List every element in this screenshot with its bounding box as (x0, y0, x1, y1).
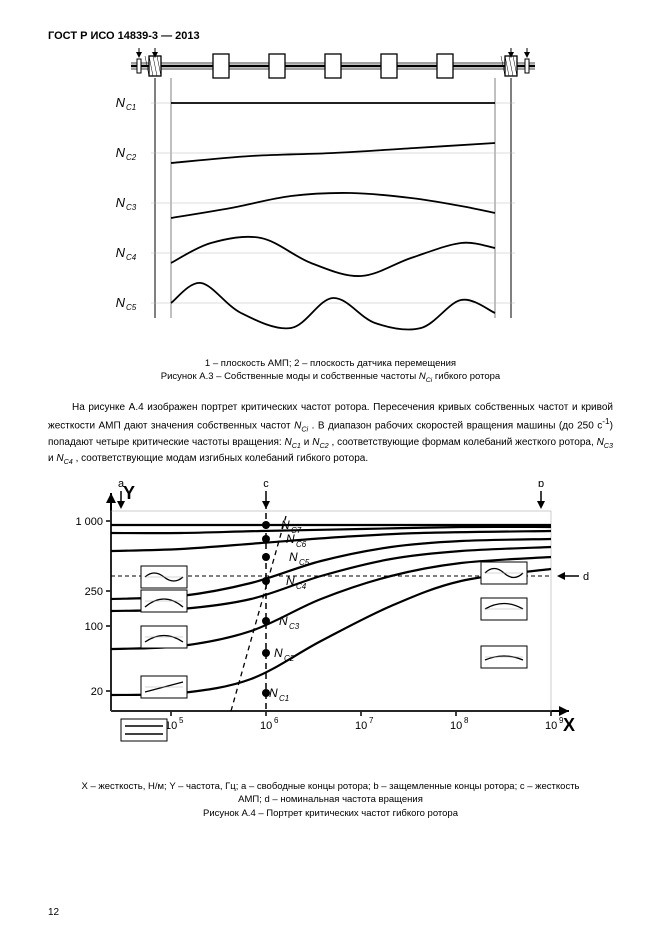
svg-text:N: N (286, 532, 295, 546)
para-n2s: C1 (292, 441, 301, 450)
svg-text:N: N (115, 145, 125, 160)
fig-a4-caption-2: Рисунок А.4 – Портрет критических частот… (203, 808, 458, 819)
svg-text:1 000: 1 000 (75, 516, 103, 528)
svg-text:C4: C4 (296, 582, 307, 591)
para-t7: , соответствующие модам изгибных колебан… (76, 453, 369, 464)
svg-text:250: 250 (84, 586, 102, 598)
para-t5: , соответствующие формам колебаний жестк… (331, 437, 596, 448)
svg-text:C6: C6 (296, 540, 307, 549)
svg-text:C5: C5 (126, 303, 137, 312)
svg-text:Y: Y (123, 483, 135, 503)
svg-text:X: X (563, 715, 575, 735)
svg-text:b: b (537, 481, 543, 490)
para-t4: и (304, 437, 312, 448)
svg-text:10: 10 (355, 720, 367, 732)
svg-text:7: 7 (369, 716, 374, 725)
svg-text:9: 9 (559, 716, 564, 725)
para-n5: N (56, 453, 63, 464)
svg-text:a: a (117, 481, 124, 490)
svg-text:C2: C2 (126, 153, 137, 162)
figure-a4: YX1 00025010020105106107108109NC7NC6NC5N… (61, 481, 601, 820)
svg-text:8: 8 (464, 716, 469, 725)
svg-text:100: 100 (84, 621, 102, 633)
svg-text:C2: C2 (284, 654, 295, 663)
body-paragraph: На рисунке А.4 изображен портрет критиче… (48, 400, 613, 467)
fig-a3-caption-2a: Рисунок А.3 – Собственные моды и собстве… (161, 371, 419, 382)
svg-text:N: N (115, 295, 125, 310)
para-n3s: C2 (319, 441, 328, 450)
para-n4s: C3 (604, 441, 613, 450)
svg-text:C5: C5 (299, 558, 310, 567)
svg-text:10: 10 (450, 720, 462, 732)
para-n2: N (284, 437, 291, 448)
fig-a3-caption-2b: гибкого ротора (432, 371, 500, 382)
svg-text:N: N (115, 245, 125, 260)
svg-text:C1: C1 (279, 694, 289, 703)
para-t2: . В диапазон рабочих скоростей вращения … (312, 421, 603, 432)
fig-a3-caption-n: N (419, 371, 426, 382)
svg-text:N: N (274, 646, 283, 660)
page: ГОСТ Р ИСО 14839-3 — 2013 2112NC1NC2NC3N… (0, 0, 661, 936)
svg-text:C4: C4 (126, 253, 137, 262)
svg-text:C3: C3 (126, 203, 137, 212)
para-n4: N (597, 437, 604, 448)
svg-text:N: N (279, 614, 288, 628)
figure-a3-svg: 2112NC1NC2NC3NC4NC5 (91, 48, 571, 348)
svg-text:6: 6 (274, 716, 279, 725)
fig-a4-caption-1: X – жесткость, Н/м; Y – частота, Гц; a –… (82, 781, 580, 805)
svg-text:N: N (269, 686, 278, 700)
svg-text:C1: C1 (126, 103, 136, 112)
figure-a3: 2112NC1NC2NC3NC4NC5 1 – плоскость АМП; 2… (91, 48, 571, 386)
svg-text:10: 10 (545, 720, 557, 732)
page-number: 12 (48, 907, 59, 918)
svg-text:N: N (115, 195, 125, 210)
svg-text:20: 20 (90, 686, 102, 698)
figure-a4-svg: YX1 00025010020105106107108109NC7NC6NC5N… (61, 481, 601, 771)
svg-text:N: N (281, 518, 290, 532)
svg-text:10: 10 (260, 720, 272, 732)
svg-text:N: N (115, 95, 125, 110)
svg-text:C3: C3 (289, 622, 300, 631)
para-n5s: C4 (64, 457, 73, 466)
figure-a3-caption: 1 – плоскость АМП; 2 – плоскость датчика… (91, 357, 571, 386)
svg-text:N: N (289, 550, 298, 564)
svg-text:c: c (263, 481, 269, 490)
document-header: ГОСТ Р ИСО 14839-3 — 2013 (48, 30, 613, 42)
svg-text:5: 5 (179, 716, 184, 725)
para-n1s: Ci (301, 425, 308, 434)
figure-a4-caption: X – жесткость, Н/м; Y – частота, Гц; a –… (61, 780, 601, 820)
fig-a3-caption-1: 1 – плоскость АМП; 2 – плоскость датчика… (205, 358, 456, 369)
svg-text:d: d (583, 571, 589, 583)
para-sup: -1 (602, 416, 609, 426)
